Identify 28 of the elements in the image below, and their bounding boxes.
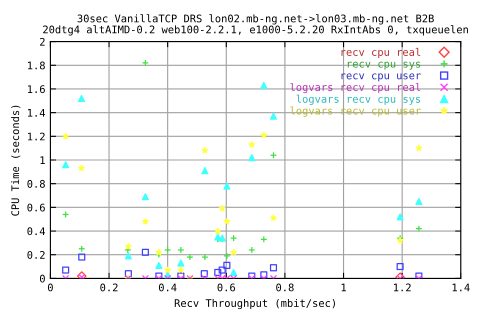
y-axis-title: CPU Time (seconds) xyxy=(11,106,20,216)
x-tick-label: 0.4 xyxy=(158,284,177,292)
legend-label: recv cpu user xyxy=(342,73,421,82)
legend-label: recv cpu sys xyxy=(348,62,420,70)
y-tick-label: 0.4 xyxy=(27,227,46,236)
y-tick-label: 1.8 xyxy=(28,62,45,70)
x-tick-label: 0 xyxy=(48,284,53,292)
y-tick-label: 0 xyxy=(40,274,45,283)
legend-label: logvars recv cpu real xyxy=(290,82,420,94)
x-tick-label: 1 xyxy=(342,284,346,292)
y-tick-label: 1.4 xyxy=(28,109,46,117)
legend-label: recv cpu real xyxy=(342,48,420,58)
x-axis-title: Recv Throughput (mbit/sec) xyxy=(174,298,335,310)
y-tick-label: 1.6 xyxy=(28,85,45,94)
x-tick-label: 1.2 xyxy=(394,284,411,292)
x-tick-label: 0.2 xyxy=(100,284,118,292)
y-tick-label: 2 xyxy=(40,38,45,46)
chart-title: 30sec VanillaTCP DRS lon02.mb-ng.net->lon03.mb-ng.net B2B 20dtg4 altAIMD-0.2 web100-2.2.1, e1000-5.2.20 RxIntAbs 0, txqueuelen xyxy=(43,14,468,36)
x-tick-label: 1.4 xyxy=(452,284,470,292)
y-tick-label: 0.8 xyxy=(27,180,45,188)
legend-label: logvars recv cpu user xyxy=(290,106,421,117)
y-tick-label: 0.6 xyxy=(27,204,45,212)
x-tick-label: 0.6 xyxy=(218,284,236,292)
legend-label: logvars recv cpu sys xyxy=(296,94,420,105)
y-tick-label: 1 xyxy=(40,156,45,164)
x-tick-label: 0.8 xyxy=(276,284,294,292)
y-tick-label: 1.2 xyxy=(28,132,45,140)
y-tick-label: 0.2 xyxy=(27,250,45,259)
